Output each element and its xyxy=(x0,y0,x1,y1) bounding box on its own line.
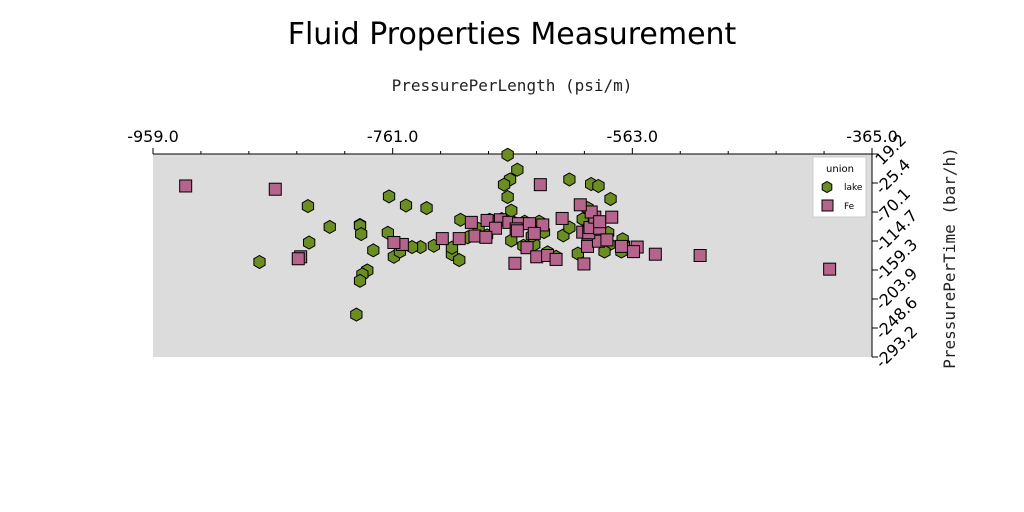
point-fe xyxy=(581,239,595,253)
x-tick-label: -563.0 xyxy=(607,127,659,146)
point-lake xyxy=(511,162,524,177)
point-lake xyxy=(353,273,367,288)
x-tick-label: -365.0 xyxy=(846,127,898,146)
x-axis-label: PressurePerLength (psi/m) xyxy=(392,76,633,95)
data-points xyxy=(179,147,837,322)
point-lake xyxy=(301,199,315,214)
x-tick-label: -959.0 xyxy=(127,127,179,146)
point-lake xyxy=(501,189,514,205)
point-fe xyxy=(291,252,305,266)
point-fe xyxy=(479,230,493,244)
point-fe xyxy=(627,245,641,259)
point-lake xyxy=(303,235,316,250)
y-axis-label: PressurePerTime (bar/h) xyxy=(940,147,959,369)
point-fe xyxy=(464,215,478,229)
point-lake xyxy=(453,252,466,268)
point-fe xyxy=(593,215,607,229)
chart-title: Fluid Properties Measurement xyxy=(288,17,737,52)
point-fe xyxy=(468,229,482,243)
point-fe xyxy=(577,257,591,271)
point-fe xyxy=(179,179,193,193)
point-lake xyxy=(598,244,611,259)
point-fe xyxy=(600,233,614,247)
point-fe xyxy=(555,211,569,225)
point-fe xyxy=(823,262,837,276)
point-fe xyxy=(584,205,598,219)
point-fe xyxy=(614,239,628,253)
point-fe xyxy=(527,226,541,240)
point-fe xyxy=(520,241,534,255)
point-fe xyxy=(452,232,466,246)
point-lake xyxy=(563,172,576,187)
point-fe xyxy=(508,256,522,270)
point-fe xyxy=(648,247,662,261)
point-lake xyxy=(350,307,363,322)
legend-label-fe: Fe xyxy=(844,202,855,212)
point-lake xyxy=(604,191,617,207)
point-fe xyxy=(549,252,563,266)
legend-label-lake: lake xyxy=(844,183,863,193)
point-lake xyxy=(497,177,511,192)
point-fe xyxy=(268,182,282,196)
legend-marker-fe xyxy=(821,199,834,212)
point-fe xyxy=(530,250,544,264)
point-fe xyxy=(387,236,401,250)
point-lake xyxy=(420,201,433,216)
point-lake xyxy=(501,147,514,162)
point-fe xyxy=(510,224,524,238)
point-lake xyxy=(592,178,605,194)
point-lake xyxy=(399,198,413,213)
point-lake xyxy=(367,243,380,258)
x-tick-label: -761.0 xyxy=(367,127,419,146)
point-fe xyxy=(435,232,449,246)
point-lake xyxy=(323,219,336,234)
point-fe xyxy=(573,198,587,212)
point-fe xyxy=(489,221,503,235)
legend-marker-lake xyxy=(821,180,833,194)
axes: -959.0 -761.0 -563.0 -365.019.2-25.4-70.1-1… xyxy=(127,127,921,372)
point-fe xyxy=(693,249,707,262)
point-fe xyxy=(533,178,547,192)
point-fe xyxy=(605,210,619,224)
point-lake xyxy=(382,189,396,204)
point-lake xyxy=(454,212,467,227)
legend: union lake Fe xyxy=(812,156,867,218)
point-lake xyxy=(253,254,266,270)
point-lake xyxy=(355,227,368,242)
legend-title: union xyxy=(826,164,854,175)
point-lake xyxy=(505,203,518,218)
